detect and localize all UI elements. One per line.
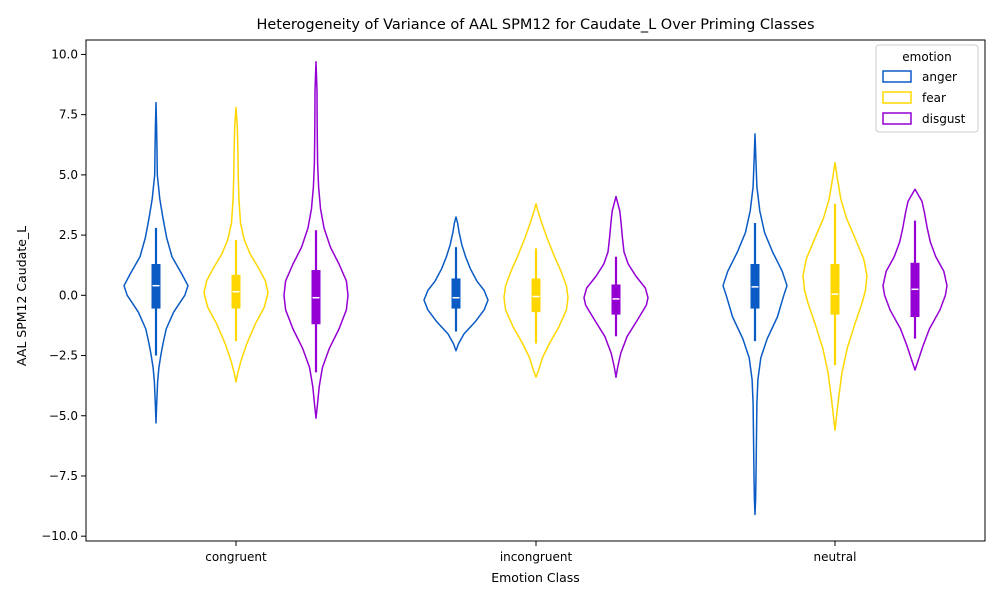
iqr-box-fear-neutral: [830, 264, 840, 315]
y-tick-label: 7.5: [59, 108, 78, 122]
violin-anger-incongruent: [423, 216, 489, 352]
legend-swatch-disgust: [882, 112, 912, 125]
y-axis-label: AAL SPM12 Caudate_L: [14, 226, 29, 366]
legend-frame: [875, 44, 979, 133]
y-tick-label: 10.0: [51, 47, 78, 61]
y-tick-label: −2.5: [49, 349, 78, 363]
x-axis-label: Emotion Class: [491, 570, 580, 585]
x-tick-label-neutral: neutral: [814, 550, 857, 564]
legend-swatch-anger: [882, 70, 912, 83]
x-tick-label-congruent: congruent: [205, 550, 267, 564]
violin-anger-congruent: [123, 101, 189, 424]
legend-label-fear: fear: [922, 91, 946, 105]
y-tick-label: 5.0: [59, 168, 78, 182]
y-tick-label: 0.0: [59, 288, 78, 302]
violin-fear-incongruent: [503, 203, 569, 378]
y-tick-label: 2.5: [59, 228, 78, 242]
violin-disgust-neutral: [882, 188, 948, 371]
iqr-box-fear-incongruent: [531, 278, 541, 313]
violin-fear-congruent: [203, 106, 269, 383]
chart-title: Heterogeneity of Variance of AAL SPM12 f…: [256, 17, 814, 33]
axes: −10.0 −7.5 −5.0 −2.5 0.0 2.5 5.0 7.5 10.0 congrue…: [41, 47, 856, 564]
x-tick-label-incongruent: incongruent: [500, 550, 573, 564]
iqr-box-anger-incongruent: [451, 278, 461, 309]
legend: emotion anger fear disgust: [875, 44, 979, 133]
legend-title: emotion: [902, 50, 951, 64]
violin-disgust-incongruent: [583, 195, 649, 378]
plot-area: [123, 60, 948, 516]
y-tick-label: −5.0: [49, 409, 78, 423]
violin-disgust-congruent: [283, 60, 349, 419]
y-tick-label: −10.0: [41, 529, 78, 543]
violin-fear-neutral: [802, 162, 868, 431]
legend-swatch-fear: [882, 91, 912, 104]
legend-label-anger: anger: [922, 70, 957, 84]
violin-anger-neutral: [722, 133, 788, 516]
y-tick-label: −7.5: [49, 469, 78, 483]
legend-label-disgust: disgust: [922, 112, 966, 126]
